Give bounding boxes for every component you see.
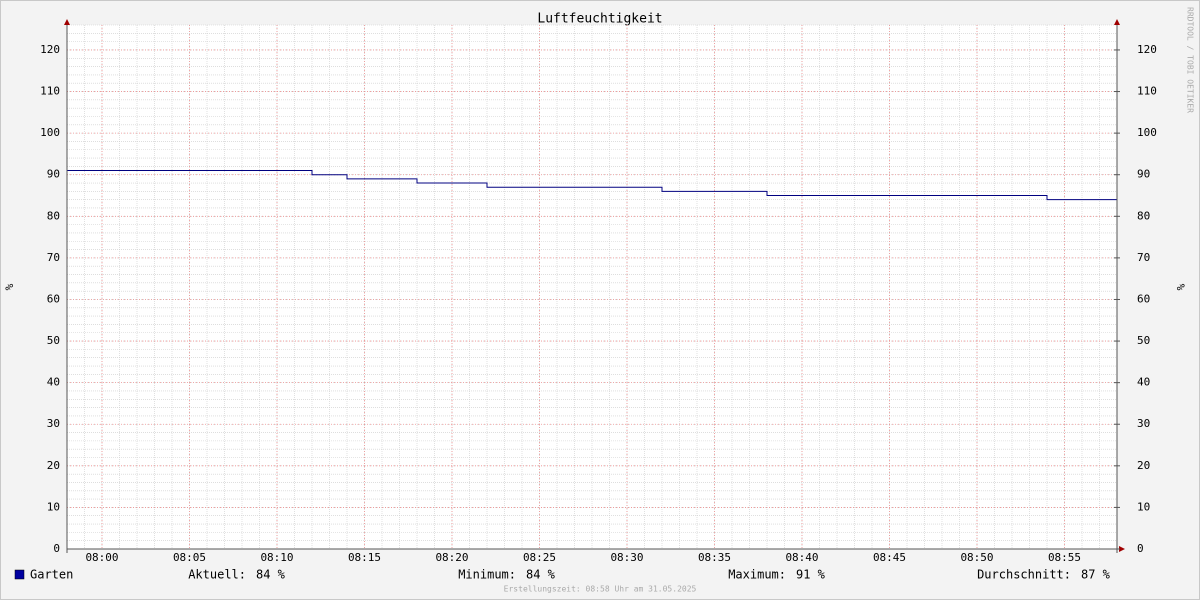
x-tick-label: 08:05 <box>173 551 206 564</box>
footer: Erstellungszeit: 08:58 Uhr am 31.05.2025 <box>504 585 697 594</box>
y2-tick-label: 10 <box>1137 500 1150 513</box>
stat-label: Aktuell: <box>188 568 246 582</box>
y2-tick-label: 20 <box>1137 459 1150 472</box>
y-tick-label: 40 <box>47 376 60 389</box>
x-tick-label: 08:20 <box>435 551 468 564</box>
y2-tick-label: 0 <box>1137 542 1144 555</box>
legend-label: Garten <box>30 568 73 582</box>
y-tick-label: 80 <box>47 209 60 222</box>
y2-axis-label: % <box>1174 284 1187 291</box>
y2-tick-label: 70 <box>1137 251 1150 264</box>
data-line <box>67 170 1117 201</box>
y-tick-label: 60 <box>47 292 60 305</box>
x-tick-label: 08:35 <box>698 551 731 564</box>
x-tick-label: 08:10 <box>260 551 293 564</box>
x-tick-label: 08:00 <box>85 551 118 564</box>
chart-title: Luftfeuchtigkeit <box>537 12 662 27</box>
y-tick-label: 30 <box>47 417 60 430</box>
stat-label: Durchschnitt: <box>977 568 1071 582</box>
x-tick-label: 08:50 <box>960 551 993 564</box>
y-axis-label: % <box>3 283 16 290</box>
x-tick-label: 08:45 <box>873 551 906 564</box>
stat-value: 84 % <box>526 568 556 582</box>
x-tick-label: 08:55 <box>1048 551 1081 564</box>
y-tick-label: 0 <box>53 542 60 555</box>
legend-swatch <box>14 569 25 580</box>
y-tick-label: 70 <box>47 251 60 264</box>
y-tick-label: 90 <box>47 168 60 181</box>
y2-tick-label: 110 <box>1137 85 1157 98</box>
x-tick-label: 08:25 <box>523 551 556 564</box>
y2-tick-label: 50 <box>1137 334 1150 347</box>
y-tick-label: 10 <box>47 500 60 513</box>
y-tick-label: 100 <box>40 126 60 139</box>
y2-tick-label: 40 <box>1137 376 1150 389</box>
stat-label: Minimum: <box>458 568 516 582</box>
y2-tick-label: 90 <box>1137 168 1150 181</box>
y-tick-label: 110 <box>40 85 60 98</box>
stat-value: 91 % <box>796 568 826 582</box>
stat-value: 87 % <box>1081 568 1111 582</box>
axis-arrow <box>64 19 70 25</box>
y2-tick-label: 120 <box>1137 43 1157 56</box>
grid <box>66 24 1118 550</box>
watermark: RRDTOOL / TOBI OETIKER <box>1186 7 1195 113</box>
x-tick-label: 08:30 <box>610 551 643 564</box>
y-tick-label: 20 <box>47 459 60 472</box>
stat-label: Maximum: <box>728 568 786 582</box>
x-tick-label: 08:15 <box>348 551 381 564</box>
y2-tick-label: 30 <box>1137 417 1150 430</box>
marks <box>67 170 1117 201</box>
axis-arrow <box>1114 19 1120 25</box>
y2-tick-label: 80 <box>1137 209 1150 222</box>
stat-value: 84 % <box>256 568 286 582</box>
axis-arrow <box>1119 546 1125 552</box>
y2-tick-label: 100 <box>1137 126 1157 139</box>
y-tick-label: 120 <box>40 43 60 56</box>
y-tick-label: 50 <box>47 334 60 347</box>
y2-tick-label: 60 <box>1137 292 1150 305</box>
x-tick-label: 08:40 <box>785 551 818 564</box>
